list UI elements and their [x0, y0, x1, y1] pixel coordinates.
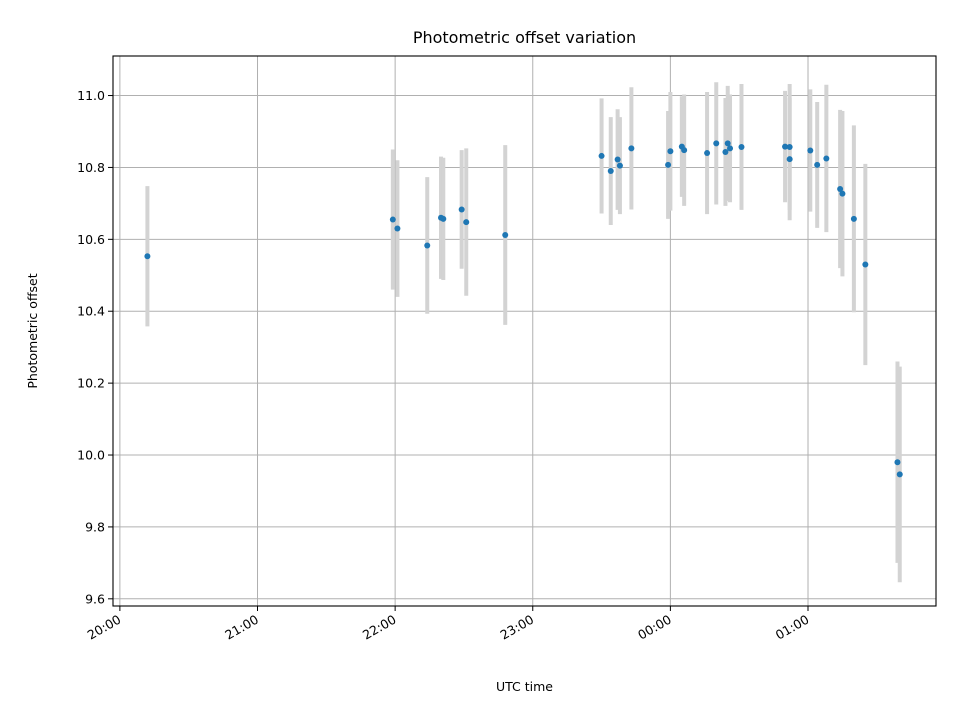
data-point — [839, 190, 846, 197]
y-tick-label: 10.8 — [77, 160, 105, 175]
data-point — [786, 156, 793, 163]
data-point — [727, 145, 734, 152]
data-point — [786, 143, 793, 150]
data-point — [722, 148, 729, 155]
data-point — [389, 216, 396, 223]
x-tick-label: 00:00 — [635, 612, 674, 643]
plot-frame — [112, 55, 937, 607]
data-point — [598, 152, 605, 159]
data-point — [850, 215, 857, 222]
y-tick-label: 9.8 — [85, 519, 105, 534]
data-point — [713, 140, 720, 147]
data-point — [440, 215, 447, 222]
data-point — [894, 459, 901, 466]
data-point — [896, 471, 903, 478]
data-point — [823, 155, 830, 162]
data-point — [463, 219, 470, 226]
data-point — [458, 206, 465, 213]
data-point — [738, 143, 745, 150]
y-tick-label: 11.0 — [77, 88, 105, 103]
y-tick-label: 10.0 — [77, 448, 105, 463]
data-point — [807, 147, 814, 154]
data-point — [667, 148, 674, 155]
x-axis-label: UTC time — [496, 679, 553, 694]
x-tick-label: 23:00 — [498, 612, 537, 643]
data-point — [782, 143, 789, 150]
y-tick-label: 10.6 — [77, 232, 105, 247]
x-tick-label: 21:00 — [222, 612, 261, 643]
chart-title: Photometric offset variation — [413, 28, 636, 47]
data-point — [704, 150, 711, 157]
error-bars — [145, 82, 902, 583]
data-points — [144, 140, 903, 478]
data-point — [837, 186, 844, 193]
x-tick-label: 22:00 — [360, 612, 399, 643]
data-point — [144, 253, 151, 260]
data-point — [681, 147, 688, 154]
data-point — [665, 161, 672, 168]
data-point — [814, 161, 821, 168]
y-tick-label: 9.6 — [85, 591, 105, 606]
data-point — [614, 156, 621, 163]
x-tick-label: 20:00 — [85, 612, 124, 643]
data-point — [862, 261, 869, 268]
y-tick-label: 10.2 — [77, 376, 105, 391]
grid-lines — [113, 56, 936, 606]
data-point — [628, 145, 635, 152]
data-point — [502, 232, 509, 239]
x-tick-label: 01:00 — [773, 612, 812, 643]
data-point — [394, 225, 401, 232]
data-point — [424, 242, 431, 249]
data-point — [607, 168, 614, 175]
y-axis-label: Photometric offset — [25, 273, 40, 388]
data-point — [616, 162, 623, 169]
y-tick-label: 10.4 — [77, 304, 105, 319]
data-point — [724, 140, 731, 147]
